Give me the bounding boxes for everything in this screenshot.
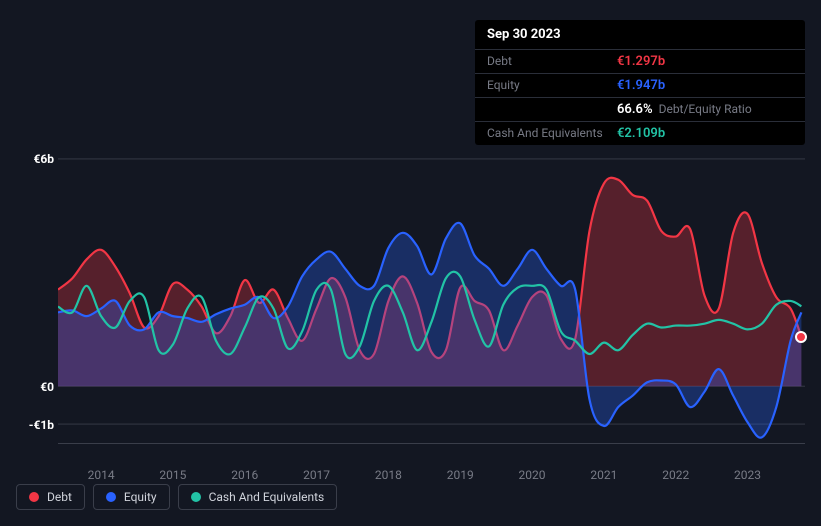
- tooltip-date: Sep 30 2023: [475, 20, 805, 50]
- legend-dot-icon: [106, 492, 116, 502]
- y-tick-label: -€1b: [29, 418, 54, 432]
- tooltip-row: 66.6% Debt/Equity Ratio: [475, 98, 805, 122]
- legend-item-debt[interactable]: Debt: [16, 484, 85, 510]
- y-tick-label: €6b: [33, 152, 54, 166]
- marker-dot: [795, 331, 807, 343]
- legend-label: Equity: [124, 490, 157, 504]
- x-tick-label: 2022: [662, 468, 689, 482]
- tooltip-value: 66.6%: [617, 102, 653, 117]
- legend-label: Debt: [47, 490, 72, 504]
- x-tick-label: 2014: [88, 468, 115, 482]
- x-tick-label: 2016: [231, 468, 258, 482]
- x-tick-label: 2020: [519, 468, 546, 482]
- y-tick-label: €0: [40, 380, 54, 394]
- x-tick-label: 2021: [590, 468, 617, 482]
- tooltip-extra: Debt/Equity Ratio: [659, 102, 752, 116]
- tooltip-row: Equity€1.947b: [475, 74, 805, 98]
- data-tooltip: Sep 30 2023 Debt€1.297bEquity€1.947b66.6…: [475, 20, 805, 145]
- tooltip-row: Debt€1.297b: [475, 50, 805, 74]
- chart-container: Sep 30 2023 Debt€1.297bEquity€1.947b66.6…: [0, 0, 821, 526]
- tooltip-value: €2.109b: [617, 126, 665, 141]
- tooltip-row: Cash And Equivalents€2.109b: [475, 122, 805, 145]
- legend-dot-icon: [29, 492, 39, 502]
- tooltip-value: €1.297b: [617, 54, 665, 69]
- tooltip-label: Debt: [487, 54, 617, 68]
- tooltip-label: Cash And Equivalents: [487, 126, 617, 140]
- x-tick-label: 2019: [447, 468, 474, 482]
- chart-area: €6b €0 -€1b 2014 2015 2016 2017 2018 2019 2020 20…: [16, 122, 805, 480]
- x-tick-label: 2018: [375, 468, 402, 482]
- legend-dot-icon: [191, 492, 201, 502]
- tooltip-label: Equity: [487, 78, 617, 92]
- plot-area[interactable]: [58, 140, 805, 444]
- legend-label: Cash And Equivalents: [209, 490, 325, 504]
- x-tick-label: 2023: [734, 468, 761, 482]
- legend: Debt Equity Cash And Equivalents: [16, 484, 337, 510]
- x-tick-label: 2015: [159, 468, 186, 482]
- legend-item-equity[interactable]: Equity: [93, 484, 170, 510]
- tooltip-value: €1.947b: [617, 78, 665, 93]
- legend-item-cash-and-equivalents[interactable]: Cash And Equivalents: [178, 484, 338, 510]
- x-tick-label: 2017: [303, 468, 330, 482]
